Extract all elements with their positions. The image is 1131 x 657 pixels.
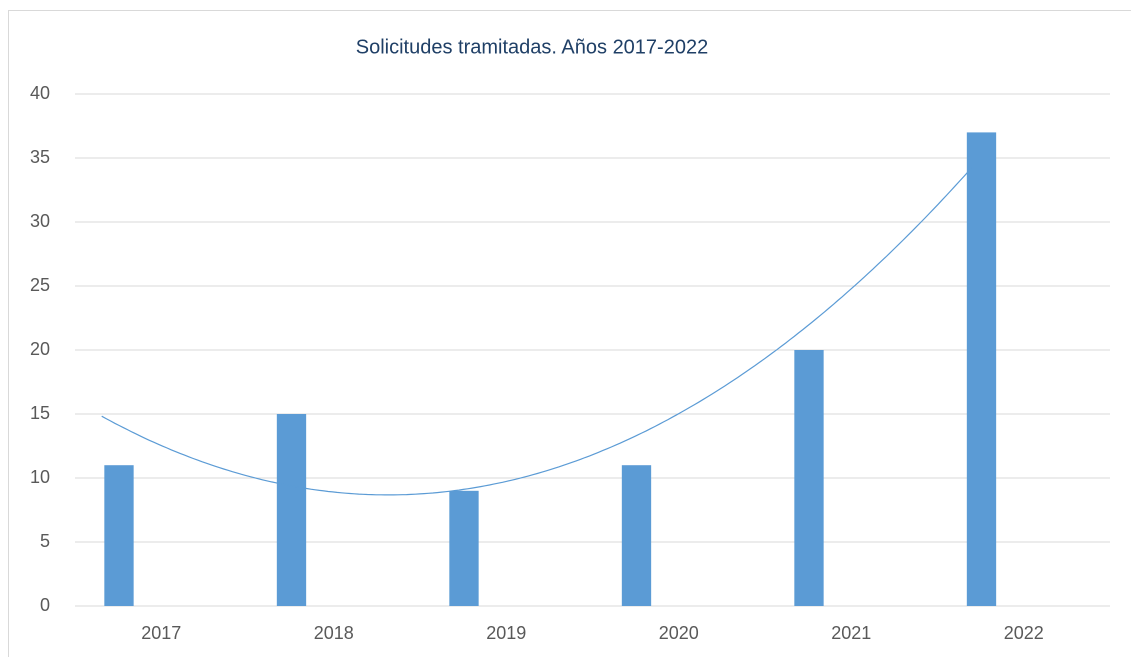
x-tick-label: 2019 xyxy=(486,623,526,643)
x-tick-label: 2020 xyxy=(659,623,699,643)
x-tick-label: 2018 xyxy=(314,623,354,643)
bar xyxy=(276,414,307,606)
bar xyxy=(449,490,479,606)
bar xyxy=(104,465,134,606)
y-tick-label: 30 xyxy=(30,211,50,231)
x-tick-label: 2021 xyxy=(831,623,871,643)
y-tick-label: 40 xyxy=(30,83,50,103)
bar xyxy=(621,465,652,606)
y-tick-label: 0 xyxy=(40,595,50,615)
y-tick-label: 5 xyxy=(40,531,50,551)
bar xyxy=(794,350,824,606)
chart-title: Solicitudes tramitadas. Años 2017-2022 xyxy=(356,36,708,58)
x-tick-label: 2022 xyxy=(1004,623,1044,643)
y-tick-label: 15 xyxy=(30,403,50,423)
trendline xyxy=(101,165,974,496)
bar xyxy=(966,132,997,606)
y-tick-label: 35 xyxy=(30,147,50,167)
y-tick-label: 20 xyxy=(30,339,50,359)
chart-border xyxy=(8,10,1131,657)
y-tick-label: 25 xyxy=(30,275,50,295)
x-tick-label: 2017 xyxy=(141,623,181,643)
y-tick-label: 10 xyxy=(30,467,50,487)
